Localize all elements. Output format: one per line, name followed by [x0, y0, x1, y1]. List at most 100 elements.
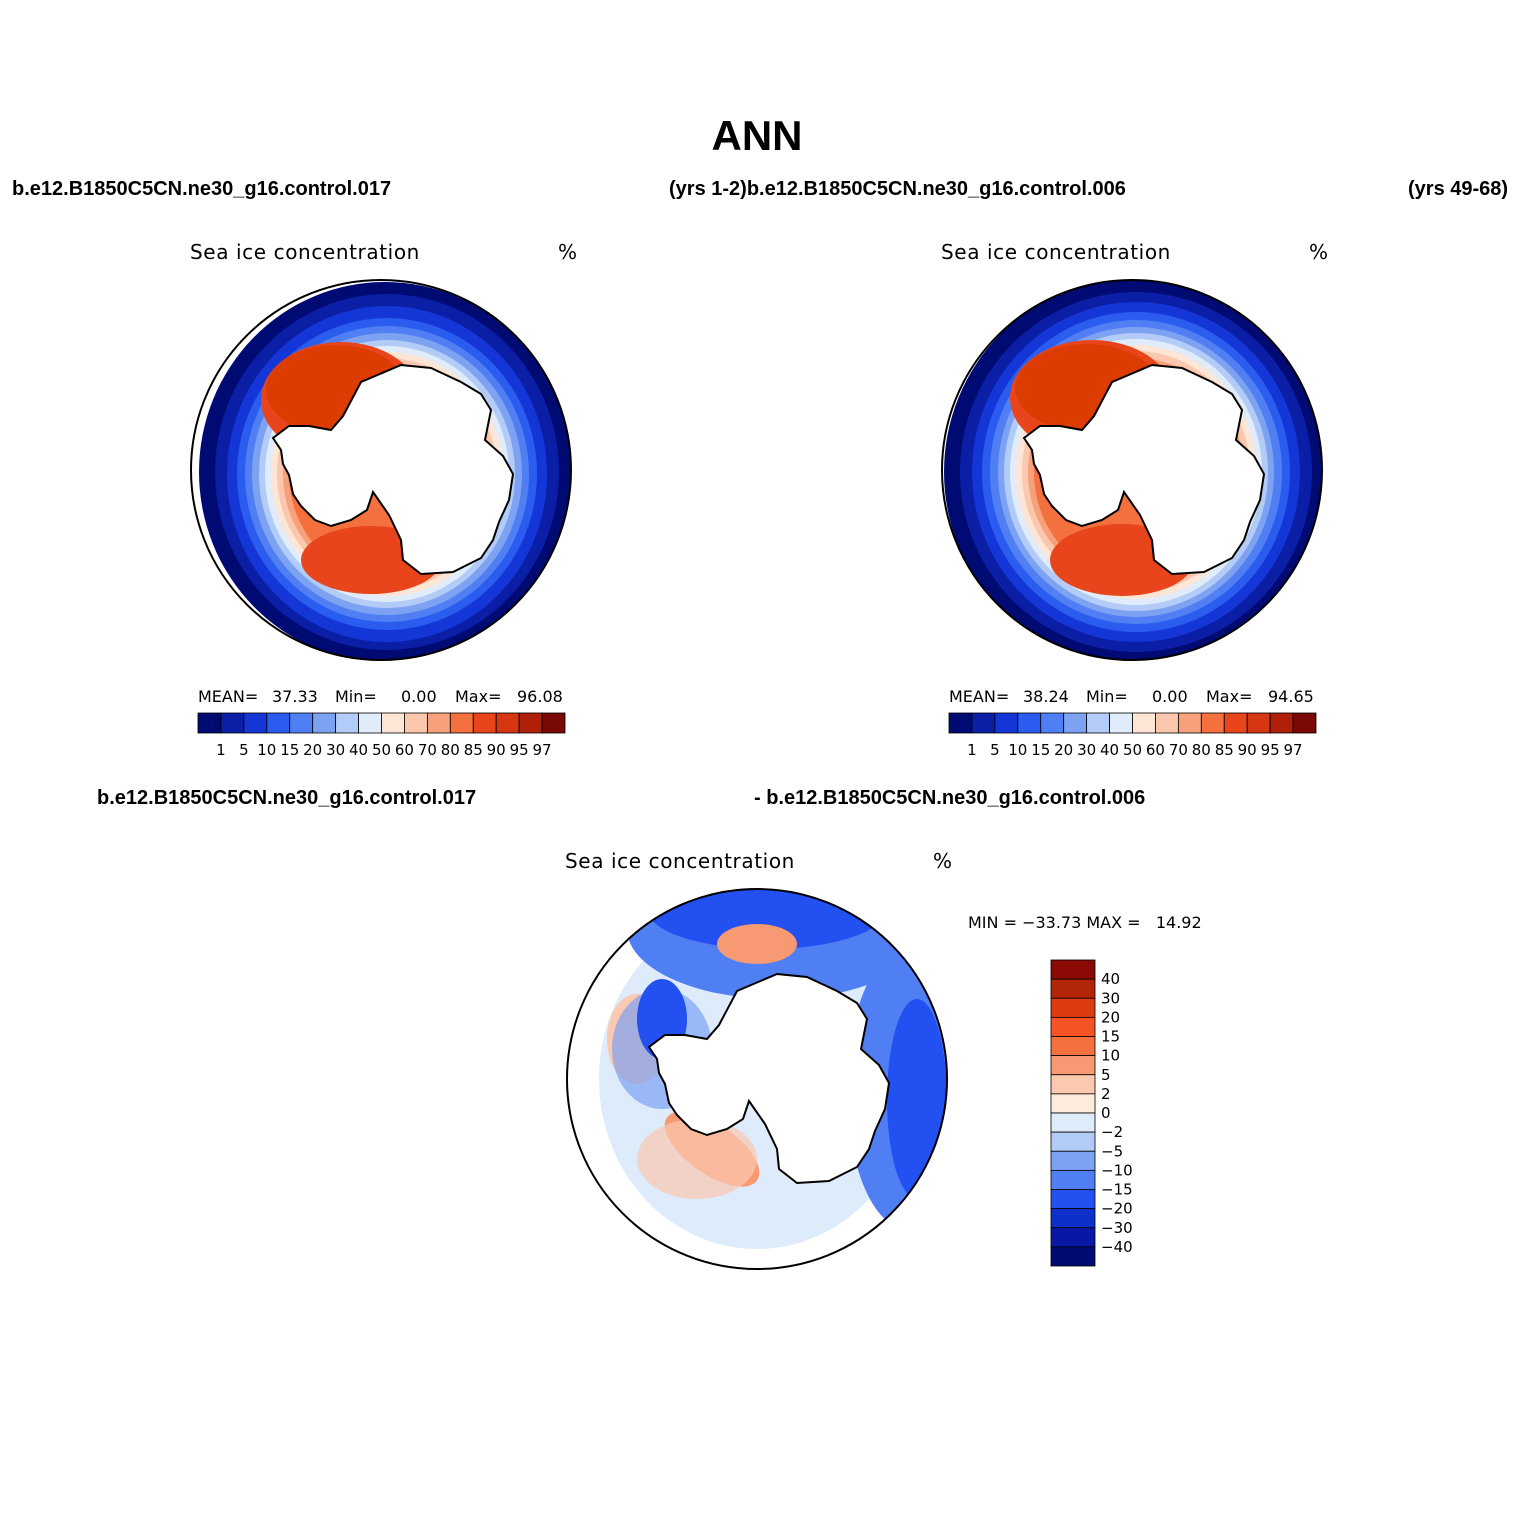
colorbar1-tick-label: 85 [464, 741, 483, 759]
colorbar-diff-swatch [1050, 1093, 1096, 1114]
colorbar2-tick-label: 50 [1123, 741, 1142, 759]
panel1-mean-label: MEAN= [198, 687, 259, 706]
colorbar-diff-swatch [1050, 1016, 1096, 1037]
colorbar2-tick-label: 20 [1054, 741, 1073, 759]
colorbar-diff-tick-label: 40 [1101, 970, 1120, 988]
colorbar-panel-2: 1 5 10 15 20 30 40 50 60 70 80 85 90 95 97 [948, 712, 1317, 759]
colorbar-diff-tick-label: 30 [1101, 989, 1120, 1007]
colorbar2-tick-label: 15 [1031, 741, 1050, 759]
diff-label-left: b.e12.B1850C5CN.ne30_g16.control.017 [97, 787, 477, 809]
case-label-a: b.e12.B1850C5CN.ne30_g16.control.017 [12, 178, 392, 200]
colorbar-diff-swatch [1050, 1112, 1096, 1133]
colorbar1-swatch [472, 712, 497, 734]
colorbar2-swatch [1177, 712, 1202, 734]
colorbar2-swatch [1040, 712, 1065, 734]
colorbar-diff-swatch [1050, 997, 1096, 1018]
colorbar1-tick-label: 50 [372, 741, 391, 759]
diff-variable: Sea ice concentration [565, 849, 795, 873]
diff-units: % [933, 849, 953, 873]
colorbar2-swatch [1086, 712, 1110, 734]
colorbar2-tick-label: 85 [1215, 741, 1234, 759]
panel1-units: % [558, 240, 578, 264]
colorbar1-swatch [266, 712, 291, 734]
panel1-min-label: Min= [335, 687, 377, 706]
case-label-b: (yrs 1-2)b.e12.B1850C5CN.ne30_g16.contro… [669, 178, 1126, 200]
colorbar-panel-1: 1 5 10 15 20 30 40 50 60 70 80 85 90 95 97 [197, 712, 566, 759]
map-border-diff [566, 888, 948, 1270]
antarctica-landmass [647, 972, 891, 1185]
diff-label-right: - b.e12.B1850C5CN.ne30_g16.control.006 [754, 787, 1146, 809]
colorbar2-swatch [1223, 712, 1248, 734]
colorbar1-swatch [335, 712, 359, 734]
colorbar-diff-swatch [1050, 959, 1096, 980]
colorbar1-tick-label: 70 [418, 741, 437, 759]
colorbar2-swatch [971, 712, 996, 734]
colorbar1-swatch [495, 712, 520, 734]
colorbar1-swatch [426, 712, 451, 734]
colorbar1-tick-label: 30 [326, 741, 345, 759]
colorbar-diff-tick-label: −15 [1101, 1181, 1133, 1199]
colorbar2-tick-label: 70 [1169, 741, 1188, 759]
map-panel-diff [566, 888, 948, 1270]
colorbar1-swatch [381, 712, 405, 734]
colorbar-diff-tick-label: 10 [1101, 1047, 1120, 1065]
colorbar1-tick-label: 80 [441, 741, 460, 759]
colorbar-diff-swatch [1050, 1131, 1096, 1152]
colorbar1-tick-label: 95 [510, 741, 529, 759]
antarctica-landmass [1022, 363, 1266, 576]
colorbar-diff-tick-label: 2 [1101, 1085, 1111, 1103]
colorbar2-swatch [948, 712, 973, 734]
colorbar1-swatch [358, 712, 382, 734]
panel1-variable: Sea ice concentration [190, 240, 420, 264]
colorbar1-tick-label: 60 [395, 741, 414, 759]
map-border-2 [941, 279, 1323, 661]
colorbar-diff-swatch [1050, 1189, 1096, 1210]
antarctica-landmass [271, 363, 515, 576]
colorbar2-tick-label: 97 [1284, 741, 1303, 759]
colorbar-diff-tick-label: 20 [1101, 1008, 1120, 1026]
panel2-mean-label: MEAN= [949, 687, 1010, 706]
colorbar2-tick-label: 90 [1238, 741, 1257, 759]
colorbar2-swatch [1132, 712, 1156, 734]
colorbar2-tick-label: 80 [1192, 741, 1211, 759]
colorbar2-tick-label: 10 [1008, 741, 1027, 759]
panel2-units: % [1309, 240, 1329, 264]
panel2-min-label: Min= [1086, 687, 1128, 706]
colorbar1-tick-label: 90 [487, 741, 506, 759]
colorbar2-swatch [1017, 712, 1042, 734]
colorbar-diff-swatch [1050, 1169, 1096, 1190]
colorbar1-swatch [541, 712, 566, 734]
map-border-1 [190, 279, 572, 661]
panel1-mean: 37.33 [272, 687, 318, 706]
colorbar-diff-swatch [1050, 1074, 1096, 1095]
colorbar-diff-swatch [1050, 1246, 1096, 1267]
panel2-mean: 38.24 [1023, 687, 1069, 706]
colorbar1-tick-label: 10 [257, 741, 276, 759]
colorbar2-tick-label: 5 [990, 741, 1000, 759]
colorbar1-swatch [220, 712, 245, 734]
figure-title: ANN [711, 112, 803, 159]
panel1-max-label: Max= [455, 687, 502, 706]
colorbar-diff-swatch [1050, 978, 1096, 999]
colorbar2-tick-label: 40 [1100, 741, 1119, 759]
panel1-max: 96.08 [517, 687, 563, 706]
colorbar-diff-tick-label: −40 [1101, 1238, 1133, 1256]
colorbar-diff-tick-label: −10 [1101, 1161, 1133, 1179]
case-label-c: (yrs 49-68) [1408, 178, 1509, 200]
colorbar1-swatch [289, 712, 314, 734]
panel2-max-label: Max= [1206, 687, 1253, 706]
colorbar1-swatch [518, 712, 543, 734]
panel2-min: 0.00 [1152, 687, 1188, 706]
colorbar2-swatch [1063, 712, 1088, 734]
panel2-max: 94.65 [1268, 687, 1314, 706]
colorbar1-swatch [243, 712, 268, 734]
colorbar-diff-tick-label: −2 [1101, 1123, 1123, 1141]
colorbar1-tick-label: 5 [239, 741, 249, 759]
colorbar2-swatch [1292, 712, 1317, 734]
colorbar1-swatch [404, 712, 428, 734]
colorbar1-swatch [449, 712, 474, 734]
colorbar-diff-tick-label: 15 [1101, 1028, 1120, 1046]
colorbar-diff-swatch [1050, 1150, 1096, 1171]
